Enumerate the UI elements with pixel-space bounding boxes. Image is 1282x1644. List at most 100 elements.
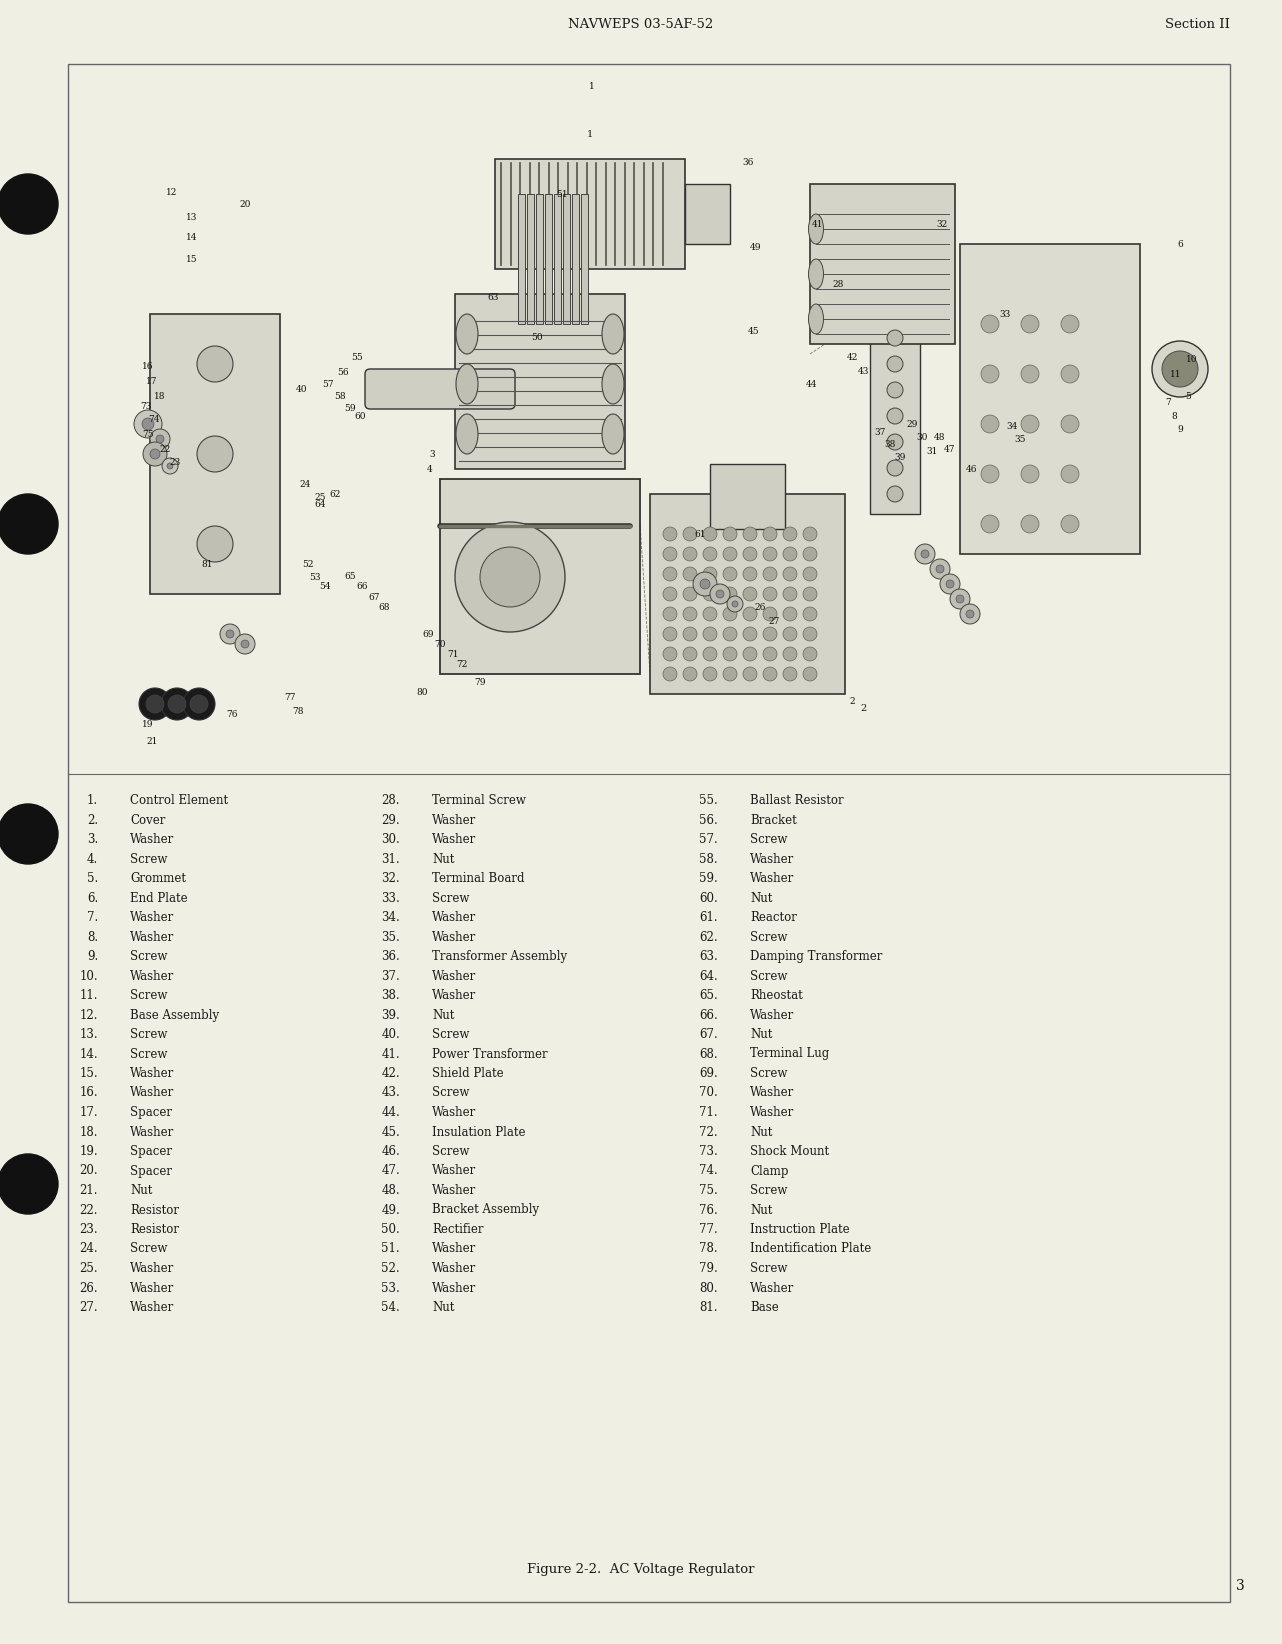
Text: Shock Mount: Shock Mount	[750, 1144, 829, 1157]
Text: 80.: 80.	[700, 1282, 718, 1294]
Text: 49: 49	[750, 243, 762, 252]
Bar	[960, 243, 1140, 554]
Text: 37: 37	[874, 427, 886, 437]
Text: 19: 19	[142, 720, 154, 728]
Circle shape	[981, 365, 999, 383]
Circle shape	[763, 528, 777, 541]
Circle shape	[1020, 316, 1038, 334]
Circle shape	[142, 418, 154, 431]
Text: Nut: Nut	[129, 1184, 153, 1197]
Text: Washer: Washer	[432, 911, 476, 924]
Text: 37.: 37.	[381, 970, 400, 983]
Text: Section II: Section II	[1165, 18, 1229, 31]
Text: Washer: Washer	[750, 1106, 795, 1120]
Text: 47.: 47.	[381, 1164, 400, 1177]
Text: 31.: 31.	[381, 853, 400, 865]
Text: 70.: 70.	[699, 1087, 718, 1100]
Text: 15.: 15.	[79, 1067, 97, 1080]
Text: 25: 25	[314, 493, 326, 501]
Text: 55.: 55.	[699, 794, 718, 807]
Text: 66.: 66.	[699, 1008, 718, 1021]
Text: 2: 2	[860, 704, 867, 713]
Text: 1: 1	[587, 130, 594, 140]
Text: 23.: 23.	[79, 1223, 97, 1236]
Ellipse shape	[809, 214, 823, 243]
Circle shape	[744, 547, 756, 561]
Text: 59.: 59.	[699, 871, 718, 884]
Text: Insulation Plate: Insulation Plate	[432, 1126, 526, 1139]
Circle shape	[683, 667, 697, 681]
Circle shape	[915, 544, 935, 564]
Circle shape	[950, 589, 970, 608]
Text: Screw: Screw	[129, 1047, 168, 1060]
Circle shape	[197, 526, 233, 562]
Text: 49.: 49.	[381, 1203, 400, 1217]
Text: Reactor: Reactor	[750, 911, 797, 924]
Text: 60.: 60.	[699, 891, 718, 904]
Text: 30.: 30.	[381, 834, 400, 847]
Circle shape	[1020, 365, 1038, 383]
Text: 35: 35	[1014, 434, 1026, 444]
Text: Bracket Assembly: Bracket Assembly	[432, 1203, 540, 1217]
Text: 24: 24	[299, 480, 310, 488]
Circle shape	[663, 528, 677, 541]
Text: 77.: 77.	[699, 1223, 718, 1236]
Text: 22.: 22.	[79, 1203, 97, 1217]
Text: 67: 67	[368, 592, 379, 602]
Text: 69.: 69.	[699, 1067, 718, 1080]
Bar	[810, 184, 955, 344]
Text: 1.: 1.	[87, 794, 97, 807]
Text: 51.: 51.	[381, 1243, 400, 1256]
Text: 40: 40	[296, 385, 308, 393]
Text: Nut: Nut	[750, 1203, 772, 1217]
Circle shape	[783, 547, 797, 561]
Text: 4: 4	[427, 465, 433, 473]
Ellipse shape	[603, 414, 624, 454]
Text: 47: 47	[945, 444, 956, 454]
Circle shape	[663, 626, 677, 641]
Circle shape	[190, 695, 208, 713]
Circle shape	[920, 551, 929, 557]
Text: 81: 81	[201, 559, 213, 569]
Circle shape	[162, 459, 178, 473]
Text: 58.: 58.	[700, 853, 718, 865]
Text: 65.: 65.	[699, 990, 718, 1001]
Circle shape	[1020, 465, 1038, 483]
Circle shape	[981, 465, 999, 483]
Text: Nut: Nut	[432, 853, 454, 865]
Circle shape	[723, 528, 737, 541]
Text: Rectifier: Rectifier	[432, 1223, 483, 1236]
Text: 3: 3	[1236, 1578, 1245, 1593]
Text: 52: 52	[303, 559, 314, 569]
Text: Screw: Screw	[750, 1263, 787, 1276]
Text: 22: 22	[159, 444, 171, 454]
Text: 25.: 25.	[79, 1263, 97, 1276]
Text: Washer: Washer	[432, 990, 476, 1001]
Text: Figure 2-2.  AC Voltage Regulator: Figure 2-2. AC Voltage Regulator	[527, 1562, 755, 1575]
Circle shape	[887, 408, 903, 424]
Text: 59: 59	[344, 403, 356, 413]
Text: Grommet: Grommet	[129, 871, 186, 884]
Circle shape	[803, 667, 817, 681]
Text: Screw: Screw	[750, 1184, 787, 1197]
Text: 17: 17	[146, 376, 158, 385]
Text: 18.: 18.	[79, 1126, 97, 1139]
Text: Washer: Washer	[750, 1282, 795, 1294]
Circle shape	[723, 587, 737, 602]
Text: 12: 12	[167, 187, 178, 197]
Text: 7: 7	[1165, 398, 1170, 406]
Text: Washer: Washer	[129, 1263, 174, 1276]
Text: 53.: 53.	[381, 1282, 400, 1294]
Text: 75.: 75.	[699, 1184, 718, 1197]
Circle shape	[683, 547, 697, 561]
Text: 15: 15	[186, 255, 197, 263]
Circle shape	[703, 667, 717, 681]
Text: 32.: 32.	[381, 871, 400, 884]
Circle shape	[727, 597, 744, 612]
Text: Washer: Washer	[129, 1126, 174, 1139]
Text: 72: 72	[456, 659, 468, 669]
Text: 73.: 73.	[699, 1144, 718, 1157]
Text: 63: 63	[487, 293, 499, 301]
Text: Nut: Nut	[432, 1300, 454, 1314]
Circle shape	[929, 559, 950, 579]
